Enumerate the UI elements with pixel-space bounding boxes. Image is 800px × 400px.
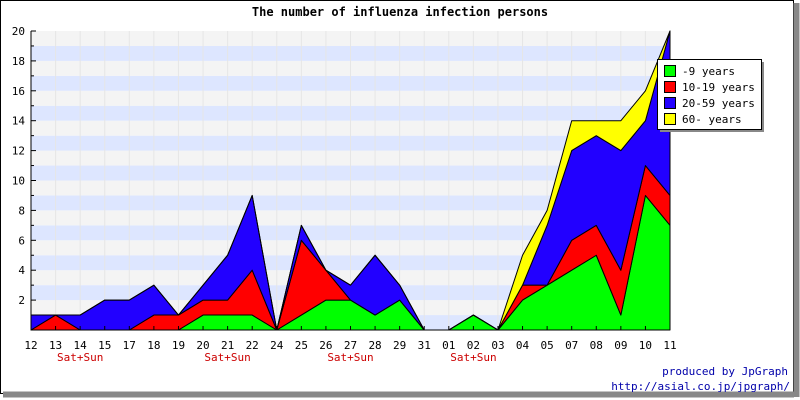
x-tick-label: 10 xyxy=(639,339,652,352)
y-tick-label: 16 xyxy=(12,85,25,98)
x-tick-label: 25 xyxy=(295,339,308,352)
weekend-label: Sat+Sun xyxy=(450,351,496,364)
x-tick-label: 20 xyxy=(196,339,209,352)
y-tick-label: 14 xyxy=(12,115,26,128)
x-tick-label: 01 xyxy=(442,339,455,352)
y-tick-label: 12 xyxy=(12,145,25,158)
x-tick-label: 13 xyxy=(49,339,62,352)
x-tick-label: 08 xyxy=(590,339,603,352)
x-tick-label: 14 xyxy=(74,339,88,352)
y-tick-label: 10 xyxy=(12,175,25,188)
weekend-labels: Sat+Sun Sat+Sun Sat+Sun Sat+Sun xyxy=(57,351,497,364)
x-tick-label: 15 xyxy=(98,339,111,352)
x-tick-label: 27 xyxy=(344,339,357,352)
x-tick-label: 03 xyxy=(491,339,504,352)
x-tick-label: 29 xyxy=(393,339,406,352)
x-tick-label: 24 xyxy=(270,339,284,352)
legend: -9 years 10-19 years 20-59 years 60- years xyxy=(657,59,764,132)
x-tick-label: 11 xyxy=(663,339,676,352)
area-series-4 xyxy=(30,30,671,331)
x-tick-label: 19 xyxy=(172,339,185,352)
x-tick-label: 31 xyxy=(418,339,431,352)
legend-swatch xyxy=(664,65,676,77)
legend-swatch xyxy=(664,113,676,125)
x-tick-label: 21 xyxy=(221,339,234,352)
legend-swatch xyxy=(664,97,676,109)
x-tick-label: 28 xyxy=(368,339,381,352)
x-tick-label: 07 xyxy=(565,339,578,352)
x-tick-label: 12 xyxy=(24,339,37,352)
legend-label: 10-19 years xyxy=(682,81,755,94)
x-tick-label: 18 xyxy=(147,339,160,352)
y-tick-label: 4 xyxy=(18,264,25,277)
credit-line-1: produced by JpGraph xyxy=(662,365,788,378)
y-tick-labels: 2 4 6 8 10 12 14 16 18 20 xyxy=(12,25,26,307)
chart-title: The number of influenza infection person… xyxy=(252,5,548,19)
legend-label: 20-59 years xyxy=(682,97,755,110)
x-tick-label: 26 xyxy=(319,339,332,352)
weekend-label: Sat+Sun xyxy=(327,351,373,364)
x-tick-label: 02 xyxy=(467,339,480,352)
x-tick-label: 17 xyxy=(123,339,136,352)
weekend-label: Sat+Sun xyxy=(57,351,103,364)
credit-link[interactable]: http://asial.co.jp/jpgraph/ xyxy=(611,380,790,393)
weekend-label: Sat+Sun xyxy=(204,351,250,364)
y-tick-label: 20 xyxy=(12,25,25,38)
legend-label: -9 years xyxy=(682,65,735,78)
x-tick-labels: 12 13 14 15 17 18 19 20 21 22 24 25 26 27 28 29 31 01 02 03… xyxy=(24,339,676,352)
y-tick-label: 6 xyxy=(18,234,25,247)
legend-swatch xyxy=(664,81,676,93)
axes xyxy=(30,30,671,331)
x-tick-label: 09 xyxy=(614,339,627,352)
legend-label: 60- years xyxy=(682,113,742,126)
x-tick-label: 22 xyxy=(246,339,259,352)
y-tick-label: 2 xyxy=(18,294,25,307)
y-tick-label: 18 xyxy=(12,55,25,68)
y-tick-label: 8 xyxy=(18,204,25,217)
x-tick-label: 05 xyxy=(540,339,553,352)
x-tick-label: 04 xyxy=(516,339,530,352)
